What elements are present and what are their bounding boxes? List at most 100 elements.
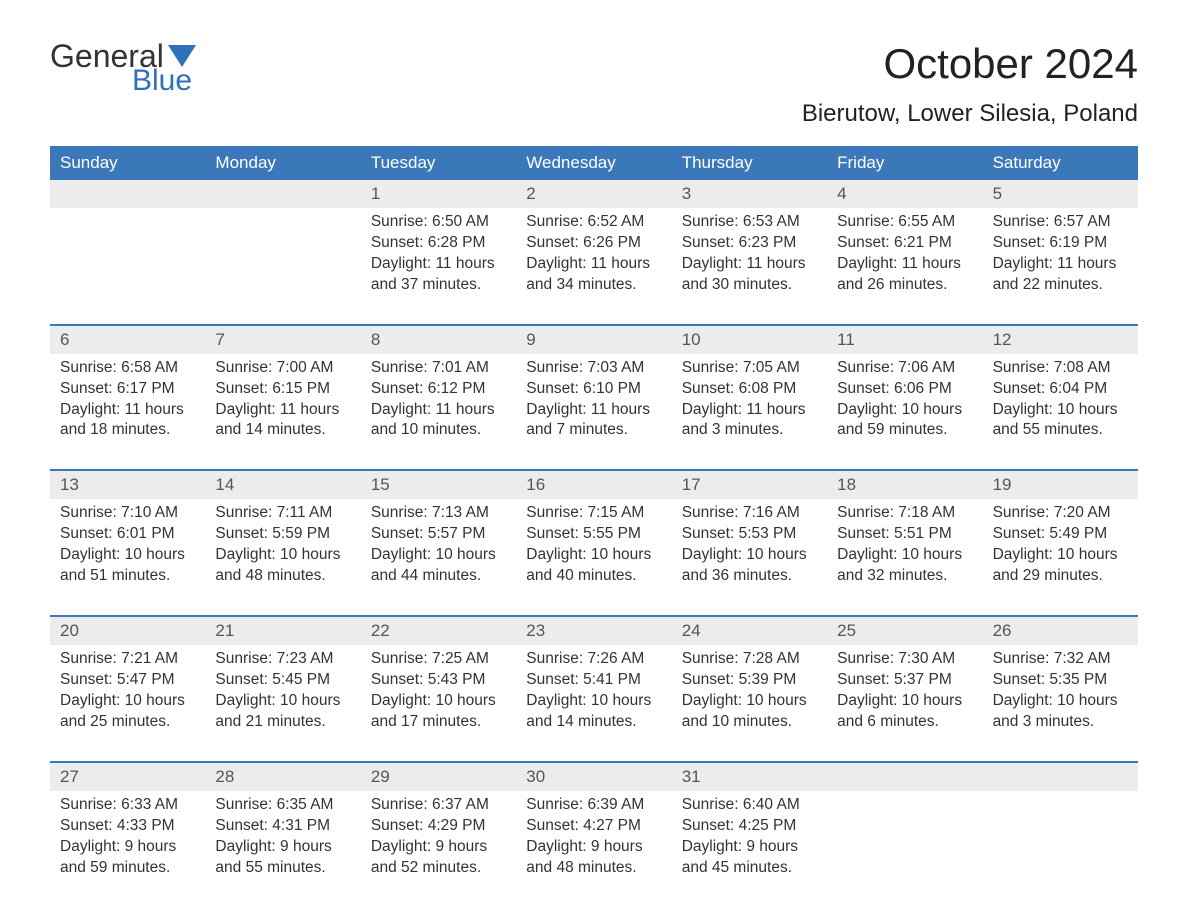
daylight-text: Daylight: 11 hours and 18 minutes.	[60, 400, 195, 442]
day-cell: Sunrise: 6:40 AMSunset: 4:25 PMDaylight:…	[672, 791, 827, 907]
week-block: 20212223242526Sunrise: 7:21 AMSunset: 5:…	[50, 615, 1138, 761]
sunset-text: Sunset: 6:26 PM	[526, 233, 661, 254]
day-cell: Sunrise: 7:26 AMSunset: 5:41 PMDaylight:…	[516, 645, 671, 761]
sunset-text: Sunset: 5:55 PM	[526, 524, 661, 545]
sunset-text: Sunset: 6:12 PM	[371, 379, 506, 400]
day-number	[205, 180, 360, 208]
sunset-text: Sunset: 5:47 PM	[60, 670, 195, 691]
daylight-text: Daylight: 10 hours and 21 minutes.	[215, 691, 350, 733]
daylight-text: Daylight: 11 hours and 7 minutes.	[526, 400, 661, 442]
day-number: 4	[827, 180, 982, 208]
daylight-text: Daylight: 11 hours and 10 minutes.	[371, 400, 506, 442]
sunset-text: Sunset: 5:37 PM	[837, 670, 972, 691]
sunrise-text: Sunrise: 6:35 AM	[215, 795, 350, 816]
daylight-text: Daylight: 10 hours and 14 minutes.	[526, 691, 661, 733]
day-number: 12	[983, 326, 1138, 354]
day-cell: Sunrise: 7:15 AMSunset: 5:55 PMDaylight:…	[516, 499, 671, 615]
day-cell: Sunrise: 6:37 AMSunset: 4:29 PMDaylight:…	[361, 791, 516, 907]
sunrise-text: Sunrise: 7:15 AM	[526, 503, 661, 524]
sunrise-text: Sunrise: 7:21 AM	[60, 649, 195, 670]
day-cell: Sunrise: 6:35 AMSunset: 4:31 PMDaylight:…	[205, 791, 360, 907]
sunset-text: Sunset: 6:28 PM	[371, 233, 506, 254]
sunrise-text: Sunrise: 6:57 AM	[993, 212, 1128, 233]
daynum-row: 2728293031	[50, 763, 1138, 791]
weeks-container: 12345Sunrise: 6:50 AMSunset: 6:28 PMDayl…	[50, 180, 1138, 906]
sunset-text: Sunset: 6:21 PM	[837, 233, 972, 254]
daylight-text: Daylight: 10 hours and 40 minutes.	[526, 545, 661, 587]
daylight-text: Daylight: 10 hours and 59 minutes.	[837, 400, 972, 442]
day-cell: Sunrise: 6:50 AMSunset: 6:28 PMDaylight:…	[361, 208, 516, 324]
week-block: 13141516171819Sunrise: 7:10 AMSunset: 6:…	[50, 469, 1138, 615]
daynum-row: 12345	[50, 180, 1138, 208]
daylight-text: Daylight: 11 hours and 14 minutes.	[215, 400, 350, 442]
sunrise-text: Sunrise: 7:06 AM	[837, 358, 972, 379]
sunrise-text: Sunrise: 7:20 AM	[993, 503, 1128, 524]
day-cell: Sunrise: 7:30 AMSunset: 5:37 PMDaylight:…	[827, 645, 982, 761]
day-number: 27	[50, 763, 205, 791]
daynum-row: 6789101112	[50, 326, 1138, 354]
sunset-text: Sunset: 4:33 PM	[60, 816, 195, 837]
day-cell: Sunrise: 6:58 AMSunset: 6:17 PMDaylight:…	[50, 354, 205, 470]
logo-text-bottom: Blue	[132, 66, 192, 96]
sunrise-text: Sunrise: 7:08 AM	[993, 358, 1128, 379]
day-number: 18	[827, 471, 982, 499]
day-number: 31	[672, 763, 827, 791]
day-cell: Sunrise: 6:39 AMSunset: 4:27 PMDaylight:…	[516, 791, 671, 907]
daylight-text: Daylight: 10 hours and 6 minutes.	[837, 691, 972, 733]
sunset-text: Sunset: 5:43 PM	[371, 670, 506, 691]
day-cell: Sunrise: 7:06 AMSunset: 6:06 PMDaylight:…	[827, 354, 982, 470]
day-cell: Sunrise: 7:00 AMSunset: 6:15 PMDaylight:…	[205, 354, 360, 470]
day-number: 30	[516, 763, 671, 791]
sunrise-text: Sunrise: 6:55 AM	[837, 212, 972, 233]
day-number: 14	[205, 471, 360, 499]
daynum-row: 20212223242526	[50, 617, 1138, 645]
sunrise-text: Sunrise: 7:00 AM	[215, 358, 350, 379]
day-cell	[205, 208, 360, 324]
day-number	[827, 763, 982, 791]
sunset-text: Sunset: 4:31 PM	[215, 816, 350, 837]
day-cell: Sunrise: 7:32 AMSunset: 5:35 PMDaylight:…	[983, 645, 1138, 761]
day-cell: Sunrise: 7:23 AMSunset: 5:45 PMDaylight:…	[205, 645, 360, 761]
sunset-text: Sunset: 6:08 PM	[682, 379, 817, 400]
sunset-text: Sunset: 6:19 PM	[993, 233, 1128, 254]
sunrise-text: Sunrise: 7:05 AM	[682, 358, 817, 379]
sunrise-text: Sunrise: 6:40 AM	[682, 795, 817, 816]
day-number: 26	[983, 617, 1138, 645]
sunset-text: Sunset: 6:10 PM	[526, 379, 661, 400]
weekday-header-cell: Sunday	[50, 146, 205, 180]
sunset-text: Sunset: 5:51 PM	[837, 524, 972, 545]
weekday-header-cell: Saturday	[983, 146, 1138, 180]
day-cell: Sunrise: 7:11 AMSunset: 5:59 PMDaylight:…	[205, 499, 360, 615]
logo: General Blue	[50, 40, 196, 96]
day-cell	[827, 791, 982, 907]
day-cell: Sunrise: 7:28 AMSunset: 5:39 PMDaylight:…	[672, 645, 827, 761]
day-number: 29	[361, 763, 516, 791]
sunset-text: Sunset: 5:49 PM	[993, 524, 1128, 545]
daylight-text: Daylight: 10 hours and 3 minutes.	[993, 691, 1128, 733]
sunrise-text: Sunrise: 6:52 AM	[526, 212, 661, 233]
sunrise-text: Sunrise: 7:26 AM	[526, 649, 661, 670]
week-block: 2728293031Sunrise: 6:33 AMSunset: 4:33 P…	[50, 761, 1138, 907]
week-block: 12345Sunrise: 6:50 AMSunset: 6:28 PMDayl…	[50, 180, 1138, 324]
day-cell: Sunrise: 7:20 AMSunset: 5:49 PMDaylight:…	[983, 499, 1138, 615]
sunset-text: Sunset: 5:59 PM	[215, 524, 350, 545]
daylight-text: Daylight: 9 hours and 59 minutes.	[60, 837, 195, 879]
weekday-header-cell: Tuesday	[361, 146, 516, 180]
day-number: 8	[361, 326, 516, 354]
sunrise-text: Sunrise: 7:03 AM	[526, 358, 661, 379]
day-number	[50, 180, 205, 208]
daylight-text: Daylight: 10 hours and 17 minutes.	[371, 691, 506, 733]
daylight-text: Daylight: 10 hours and 44 minutes.	[371, 545, 506, 587]
day-cell	[50, 208, 205, 324]
day-number: 20	[50, 617, 205, 645]
title-block: October 2024 Bierutow, Lower Silesia, Po…	[802, 40, 1138, 128]
sunrise-text: Sunrise: 7:23 AM	[215, 649, 350, 670]
daylight-text: Daylight: 10 hours and 32 minutes.	[837, 545, 972, 587]
weekday-header-cell: Monday	[205, 146, 360, 180]
day-number	[983, 763, 1138, 791]
sunrise-text: Sunrise: 7:30 AM	[837, 649, 972, 670]
sunset-text: Sunset: 6:04 PM	[993, 379, 1128, 400]
daylight-text: Daylight: 11 hours and 30 minutes.	[682, 254, 817, 296]
day-number: 5	[983, 180, 1138, 208]
sunset-text: Sunset: 5:41 PM	[526, 670, 661, 691]
